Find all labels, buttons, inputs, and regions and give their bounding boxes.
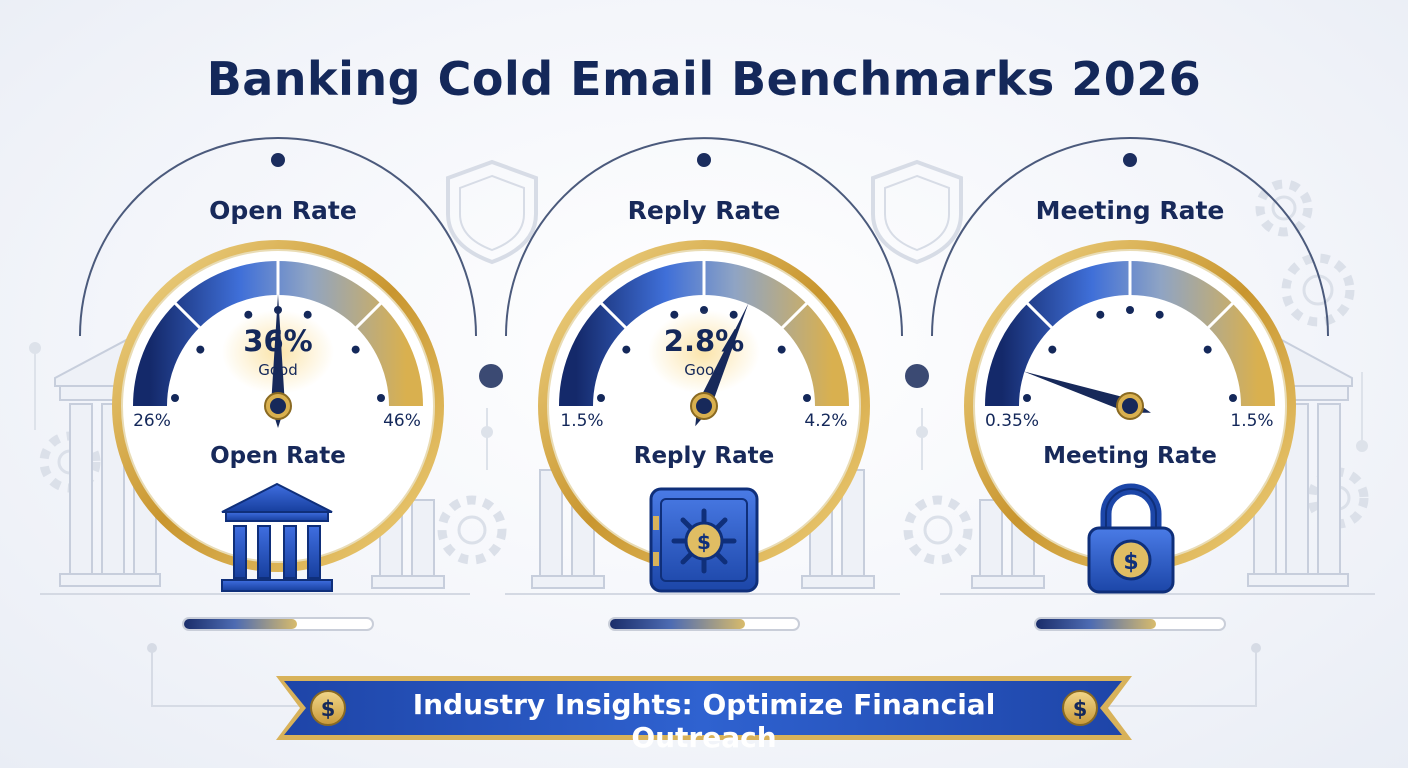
gauge-tick	[377, 394, 385, 402]
gauge-title-reply-rate: Reply Rate	[627, 196, 781, 225]
gauge-title-open-rate: Open Rate	[209, 196, 357, 225]
gauge-tick	[803, 394, 811, 402]
gauge-tick	[1096, 310, 1105, 319]
open-rate-value: 36%	[243, 324, 313, 358]
meeting-rate-gauge	[964, 240, 1296, 572]
svg-text:$: $	[321, 697, 336, 721]
dollar-coin-icon: $	[1062, 690, 1098, 726]
footer-banner: $ $	[276, 676, 1132, 740]
shield-icon	[446, 159, 538, 265]
meeting-rate-max: 1.5%	[1230, 411, 1274, 431]
svg-text:$: $	[1073, 697, 1088, 721]
svg-text:$: $	[1123, 550, 1138, 575]
open-rate-max: 46%	[383, 411, 421, 431]
reply-rate-min: 1.5%	[560, 411, 604, 431]
value-glow	[648, 310, 760, 394]
reply-rate-progress-bar	[608, 617, 800, 631]
gauge-tick	[1203, 345, 1212, 354]
svg-text:$: $	[697, 530, 711, 554]
gauge-tick	[622, 345, 631, 354]
shield-icon	[871, 159, 963, 265]
dollar-coin-icon: $	[310, 690, 346, 726]
gauge-tick	[1048, 345, 1057, 354]
meeting-rate-sub-label: Meeting Rate	[1043, 443, 1217, 469]
footer-banner-text: Industry Insights: Optimize Financial Ou…	[412, 688, 996, 754]
reply-rate-max: 4.2%	[804, 411, 848, 431]
connector-dot	[905, 364, 929, 388]
bank-facade-right	[971, 336, 1353, 589]
gauge-tick	[1126, 306, 1134, 314]
reply-rate-gauge	[538, 240, 870, 572]
bank-building-icon	[221, 482, 333, 592]
reply-rate-sub-label: Reply Rate	[633, 443, 775, 469]
open-rate-progress-bar	[182, 617, 374, 631]
gauge-tick	[1023, 394, 1031, 402]
gauge-tick	[1155, 310, 1164, 319]
gauge-tick	[1229, 394, 1237, 402]
page-title: Banking Cold Email Benchmarks 2026	[206, 52, 1202, 106]
gauge-tick	[777, 345, 786, 354]
padlock-dollar-icon: $	[1087, 483, 1175, 594]
open-rate-min: 26%	[133, 411, 171, 431]
gauge-title-meeting-rate: Meeting Rate	[1035, 196, 1225, 225]
gauge-tick	[196, 345, 205, 354]
open-rate-sub-label: Open Rate	[210, 443, 346, 469]
open-rate-status: Good	[258, 361, 298, 379]
gauge-tick	[597, 394, 605, 402]
open-rate-gauge	[112, 240, 444, 572]
meeting-rate-min: 0.35%	[984, 411, 1039, 431]
gauge-tick	[171, 394, 179, 402]
reply-rate-value: 2.8%	[663, 324, 745, 358]
connector-dot	[479, 364, 503, 388]
gauge-tick	[351, 345, 360, 354]
meeting-rate-progress-bar	[1034, 617, 1226, 631]
vault-safe-icon: $	[649, 487, 759, 593]
reply-rate-status: Good	[684, 361, 724, 379]
